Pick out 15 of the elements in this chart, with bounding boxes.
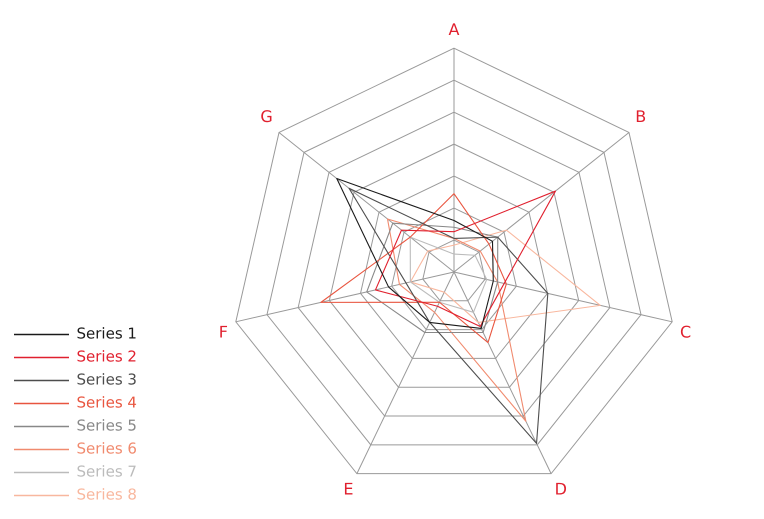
spoke-label: G (260, 107, 273, 126)
legend-label: Series 3 (76, 370, 137, 388)
spoke-label: F (218, 322, 228, 342)
spoke-label: B (635, 107, 646, 126)
legend-label: Series 6 (76, 439, 137, 458)
legend-label: Series 5 (76, 416, 137, 434)
spoke-label: C (680, 322, 692, 342)
spoke-label: A (448, 20, 460, 39)
spoke-label: D (554, 480, 567, 499)
spoke-label: E (343, 480, 354, 499)
legend-label: Series 8 (76, 485, 137, 504)
legend-label: Series 7 (76, 462, 137, 480)
legend-label: Series 1 (76, 324, 137, 342)
legend-label: Series 4 (76, 393, 137, 412)
legend-label: Series 2 (76, 347, 137, 366)
